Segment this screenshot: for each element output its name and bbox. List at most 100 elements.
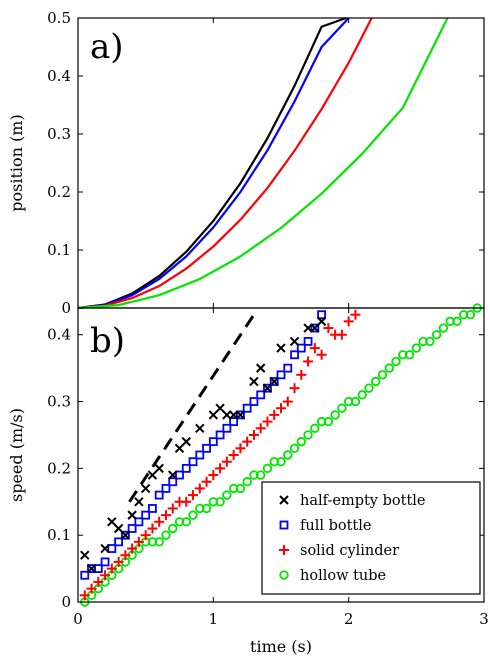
position-y-tick-label: 0.5 — [47, 9, 71, 27]
point-full-bottle — [229, 417, 239, 426]
position-panel: 0 0.1 0.2 0.3 0.4 0.5 a) position (m) — [7, 9, 485, 317]
point-half-empty-bottle — [100, 543, 110, 554]
point-half-empty-bottle — [195, 423, 205, 433]
point-solid-cylinder — [228, 450, 239, 460]
point-solid-cylinder — [215, 463, 226, 474]
point-solid-cylinder — [282, 396, 293, 407]
point-full-bottle — [107, 544, 117, 553]
point-solid-cylinder — [133, 536, 144, 547]
legend: half-empty bottle full bottle solid cylind… — [261, 481, 481, 595]
point-full-bottle — [222, 423, 232, 433]
point-hollow-tube — [235, 483, 246, 494]
point-solid-cylinder — [269, 409, 280, 420]
point-hollow-tube — [377, 370, 388, 380]
panel-a-label: a) — [90, 27, 124, 67]
position-plot-area — [77, 16, 449, 310]
point-full-bottle — [317, 310, 327, 320]
speed-y-tick-label: 0.3 — [47, 393, 71, 411]
point-full-bottle — [100, 557, 110, 567]
legend-entry: hollow tube — [300, 568, 386, 584]
point-half-empty-bottle — [174, 443, 185, 454]
legend-marker-half-empty-bottle — [279, 495, 289, 505]
point-full-bottle — [263, 383, 272, 393]
speed-y-tick-label: 0.2 — [47, 459, 71, 477]
point-full-bottle — [283, 363, 293, 373]
point-full-bottle — [208, 437, 218, 447]
point-full-bottle — [188, 457, 198, 467]
time-x-axis-label: time (s) — [250, 637, 312, 656]
point-solid-cylinder — [248, 429, 259, 440]
point-solid-cylinder — [201, 476, 212, 487]
point-full-bottle — [134, 517, 144, 527]
point-hollow-tube — [188, 510, 198, 520]
point-solid-cylinder — [309, 343, 320, 354]
point-half-empty-bottle — [86, 563, 97, 574]
point-solid-cylinder — [289, 383, 300, 394]
speed-y-ticks: 0 0.1 0.2 0.3 0.4 — [47, 326, 484, 611]
legend-marker-solid-cylinder — [279, 545, 289, 555]
point-half-empty-bottle — [310, 323, 320, 333]
point-solid-cylinder — [336, 329, 347, 340]
point-full-bottle — [242, 403, 252, 413]
point-solid-cylinder — [188, 490, 199, 501]
time-x-tick-label: 0 — [73, 610, 83, 628]
point-solid-cylinder — [194, 483, 205, 494]
point-solid-cylinder — [208, 470, 219, 481]
point-full-bottle — [181, 463, 191, 473]
point-hollow-tube — [323, 416, 334, 427]
point-solid-cylinder — [120, 550, 131, 561]
point-half-empty-bottle — [127, 510, 137, 520]
point-solid-cylinder — [86, 583, 97, 594]
position-y-tick-label: 0 — [61, 299, 71, 317]
point-hollow-tube — [222, 490, 232, 500]
point-half-empty-bottle — [147, 470, 158, 480]
point-solid-cylinder — [154, 516, 165, 527]
point-hollow-tube — [168, 523, 178, 534]
point-half-empty-bottle — [276, 343, 286, 353]
position-curve-green — [77, 17, 449, 310]
point-full-bottle — [269, 377, 279, 386]
point-solid-cylinder — [147, 523, 158, 534]
point-full-bottle — [148, 504, 157, 513]
point-hollow-tube — [276, 456, 286, 467]
speed-y-tick-label: 0.4 — [47, 326, 71, 344]
point-solid-cylinder — [113, 556, 124, 567]
point-hollow-tube — [289, 443, 300, 454]
point-half-empty-bottle — [215, 403, 225, 413]
point-solid-cylinder — [350, 309, 361, 320]
speed-panel: 0 0.1 0.2 0.3 0.4 0 1 2 3 b) speed (m/s) time (… — [7, 303, 489, 656]
point-hollow-tube — [242, 477, 252, 487]
point-full-bottle — [161, 484, 171, 493]
point-solid-cylinder — [323, 323, 334, 334]
point-full-bottle — [141, 510, 151, 520]
point-half-empty-bottle — [222, 410, 232, 420]
point-full-bottle — [249, 397, 259, 406]
point-hollow-tube — [411, 343, 422, 353]
point-full-bottle — [120, 530, 130, 540]
point-hollow-tube — [310, 423, 320, 433]
time-x-tick-label: 3 — [479, 610, 489, 628]
position-y-tick-label: 0.2 — [47, 183, 71, 201]
point-solid-cylinder — [255, 423, 266, 434]
point-hollow-tube — [438, 323, 449, 333]
legend-entry: full bottle — [300, 518, 371, 534]
point-full-bottle — [195, 450, 205, 460]
reference-dashed-line — [128, 313, 256, 503]
point-hollow-tube — [337, 403, 347, 413]
point-hollow-tube — [357, 390, 367, 400]
point-full-bottle — [154, 490, 164, 500]
legend-box — [261, 481, 481, 595]
point-hollow-tube — [201, 503, 212, 514]
point-solid-cylinder — [93, 576, 104, 587]
time-x-tick-label: 2 — [344, 610, 354, 628]
point-half-empty-bottle — [235, 410, 246, 420]
point-half-empty-bottle — [255, 363, 266, 373]
point-hollow-tube — [262, 463, 273, 474]
legend-entry: solid cylinder — [300, 543, 399, 559]
point-hollow-tube — [330, 410, 340, 420]
speed-y-tick-label: 0 — [61, 593, 71, 611]
point-solid-cylinder — [316, 349, 327, 360]
point-solid-cylinder — [167, 503, 178, 514]
position-axes-frame — [77, 17, 485, 309]
